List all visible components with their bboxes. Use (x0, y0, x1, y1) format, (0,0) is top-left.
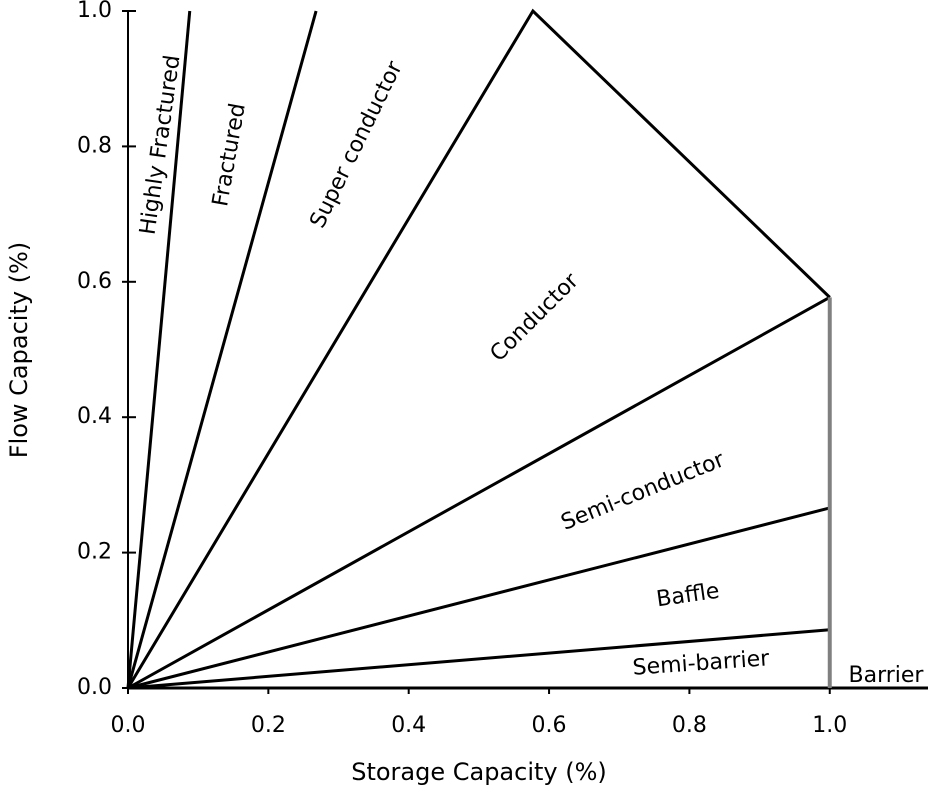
region-label: Super conductor (305, 57, 408, 232)
x-axis-title: Storage Capacity (%) (351, 758, 607, 786)
region-label: Barrier (849, 663, 925, 688)
x-tick-label: 0.8 (672, 713, 707, 738)
y-tick-label: 0.0 (77, 675, 112, 700)
x-tick-label: 0.4 (391, 713, 426, 738)
line (127, 628, 830, 690)
y-axis-title: Flow Capacity (%) (5, 242, 33, 458)
region-label: Fractured (208, 101, 251, 208)
line (126, 10, 318, 689)
y-tick-label: 0.2 (77, 540, 112, 565)
y-tick-label: 0.8 (77, 133, 112, 158)
x-tick-label: 0.6 (532, 713, 567, 738)
region-label: Baffle (655, 579, 721, 613)
line (127, 296, 831, 690)
line (127, 506, 831, 690)
line (126, 10, 192, 689)
region-label: Semi-barrier (632, 646, 771, 681)
line (126, 8, 831, 689)
region-label: Semi-conductor (558, 447, 729, 536)
region-label: Conductor (486, 268, 585, 367)
x-tick-label: 1.0 (812, 713, 847, 738)
y-tick-label: 1.0 (77, 0, 112, 23)
x-tick-label: 0.2 (251, 713, 286, 738)
y-tick-label: 0.6 (77, 269, 112, 294)
y-tick-label: 0.4 (77, 404, 112, 429)
x-tick-label: 0.0 (111, 713, 146, 738)
